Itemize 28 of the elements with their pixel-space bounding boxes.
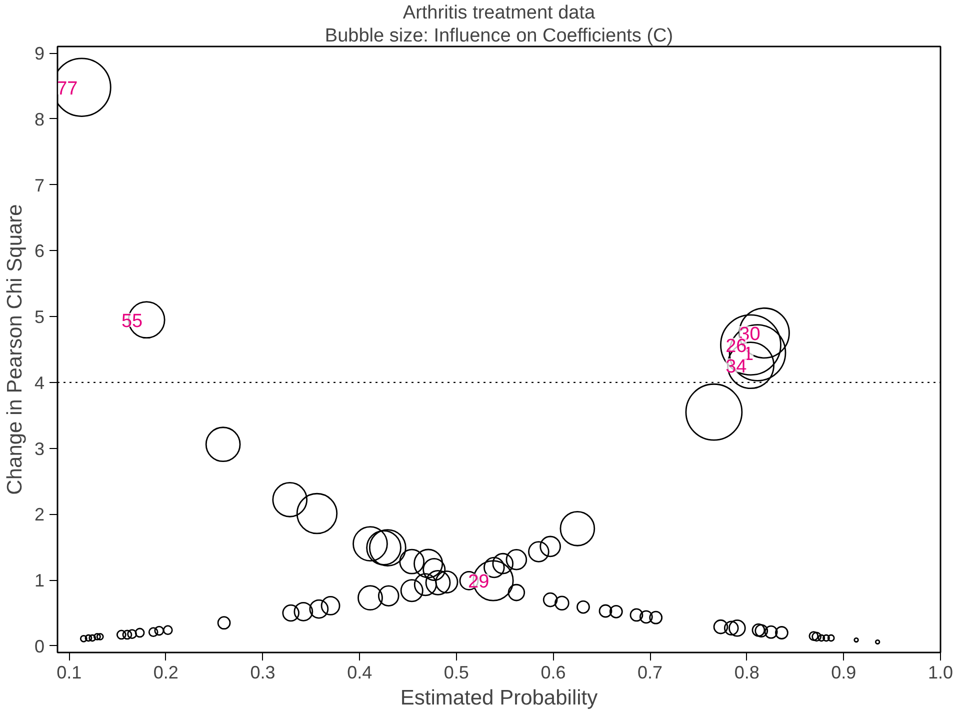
y-tick-label: 8 — [34, 109, 45, 130]
chart-title: Arthritis treatment data — [402, 2, 596, 24]
annotation: 55 — [121, 310, 143, 332]
y-tick-label: 4 — [34, 372, 45, 393]
x-tick-label: 0.9 — [831, 662, 856, 682]
x-tick-label: 0.5 — [444, 662, 469, 682]
y-axis-title: Change in Pearson Chi Square — [3, 204, 26, 495]
chart-subtitle: Bubble size: Influence on Coefficients (C) — [324, 26, 674, 46]
annotation: 29 — [468, 572, 490, 593]
y-tick-label: 2 — [34, 504, 45, 525]
x-tick-label: 0.2 — [153, 662, 178, 682]
y-tick-label: 7 — [34, 175, 45, 196]
x-tick-label: 0.4 — [347, 662, 372, 682]
x-tick-label: 0.7 — [638, 662, 663, 682]
x-tick-label: 0.1 — [56, 662, 82, 682]
x-axis-title: Estimated Probability — [400, 686, 598, 710]
x-tick-label: 0.6 — [540, 662, 566, 682]
y-tick-label: 6 — [34, 241, 45, 262]
y-tick-label: 0 — [34, 636, 45, 656]
y-tick-label: 3 — [34, 438, 45, 459]
y-tick-label: 9 — [34, 44, 45, 64]
annotation: 34 — [726, 356, 748, 378]
x-tick-label: 0.8 — [734, 662, 760, 682]
y-tick-label: 5 — [34, 307, 45, 328]
x-tick-label: 0.3 — [250, 662, 276, 682]
x-tick-label: 1.0 — [928, 662, 954, 682]
y-tick-label: 1 — [34, 570, 45, 591]
annotation: 77 — [56, 78, 78, 100]
